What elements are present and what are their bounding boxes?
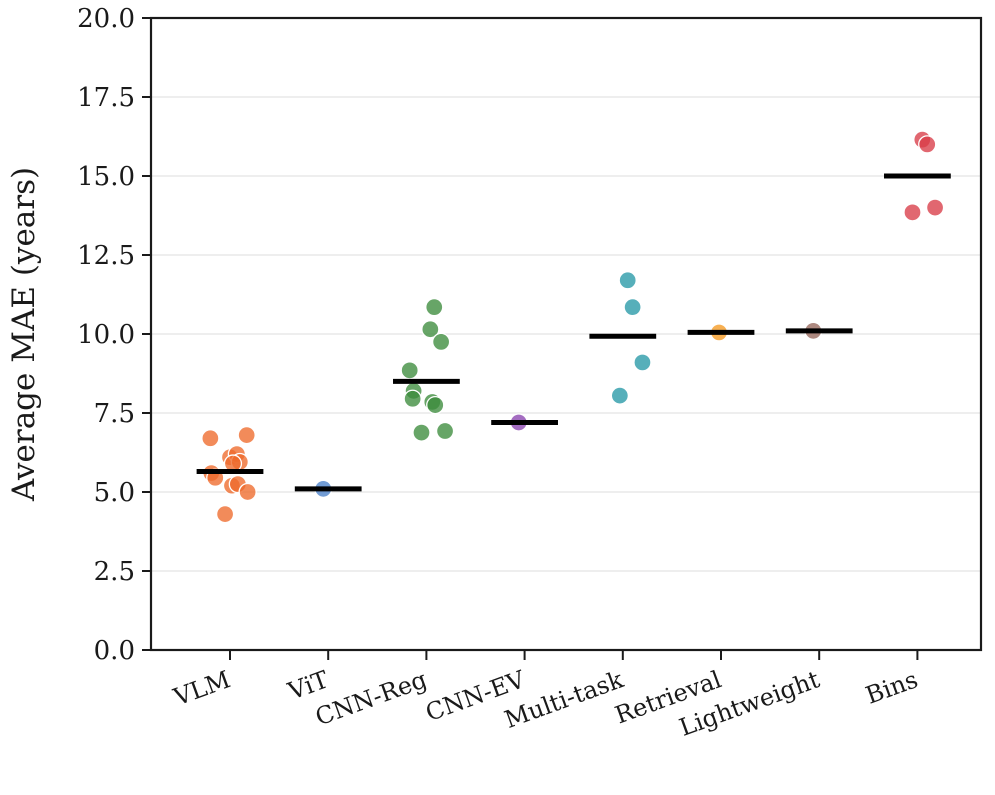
mean-markers: [196, 173, 951, 492]
data-point: [633, 353, 652, 372]
y-tick-label: 20.0: [77, 4, 135, 34]
data-point: [403, 389, 422, 408]
data-point: [925, 198, 945, 217]
y-axis-ticks: 0.0 2.5 5.0 7.5 10.0 12.5 15.0 17.5 20.0: [77, 4, 151, 666]
data-point: [421, 320, 440, 339]
x-tick-label-bins: Bins: [862, 665, 921, 709]
y-tick-label: 15.0: [77, 162, 135, 192]
data-point: [201, 429, 220, 448]
data-points: [201, 130, 945, 524]
data-point: [431, 332, 451, 352]
x-tick-label-vlm: VLM: [169, 665, 234, 711]
data-point: [215, 504, 235, 524]
y-tick-label: 7.5: [94, 399, 135, 429]
data-point: [425, 297, 444, 317]
y-tick-label: 2.5: [94, 557, 135, 587]
x-tick-label-cnn-reg: CNN-Reg: [312, 665, 431, 731]
data-point: [903, 203, 922, 222]
data-point: [435, 421, 455, 441]
data-point: [918, 135, 937, 154]
data-point: [238, 482, 257, 502]
x-axis-ticks: VLM ViTCNN-RegCNN-EVMulti-taskRetrievalLi…: [169, 650, 921, 742]
y-tick-label: 10.0: [77, 320, 135, 350]
y-axis-title: Average MAE (years): [6, 167, 42, 502]
data-point: [610, 386, 630, 405]
grid-lines: [151, 96, 981, 572]
y-tick-label: 12.5: [77, 241, 135, 271]
data-point: [623, 297, 642, 317]
data-point: [618, 271, 637, 290]
y-tick-label: 0.0: [94, 636, 135, 666]
y-tick-label: 17.5: [77, 83, 135, 113]
data-point: [400, 361, 419, 380]
y-tick-label: 5.0: [94, 478, 135, 508]
data-point: [237, 425, 256, 445]
data-point: [426, 395, 445, 415]
data-point: [412, 423, 431, 442]
